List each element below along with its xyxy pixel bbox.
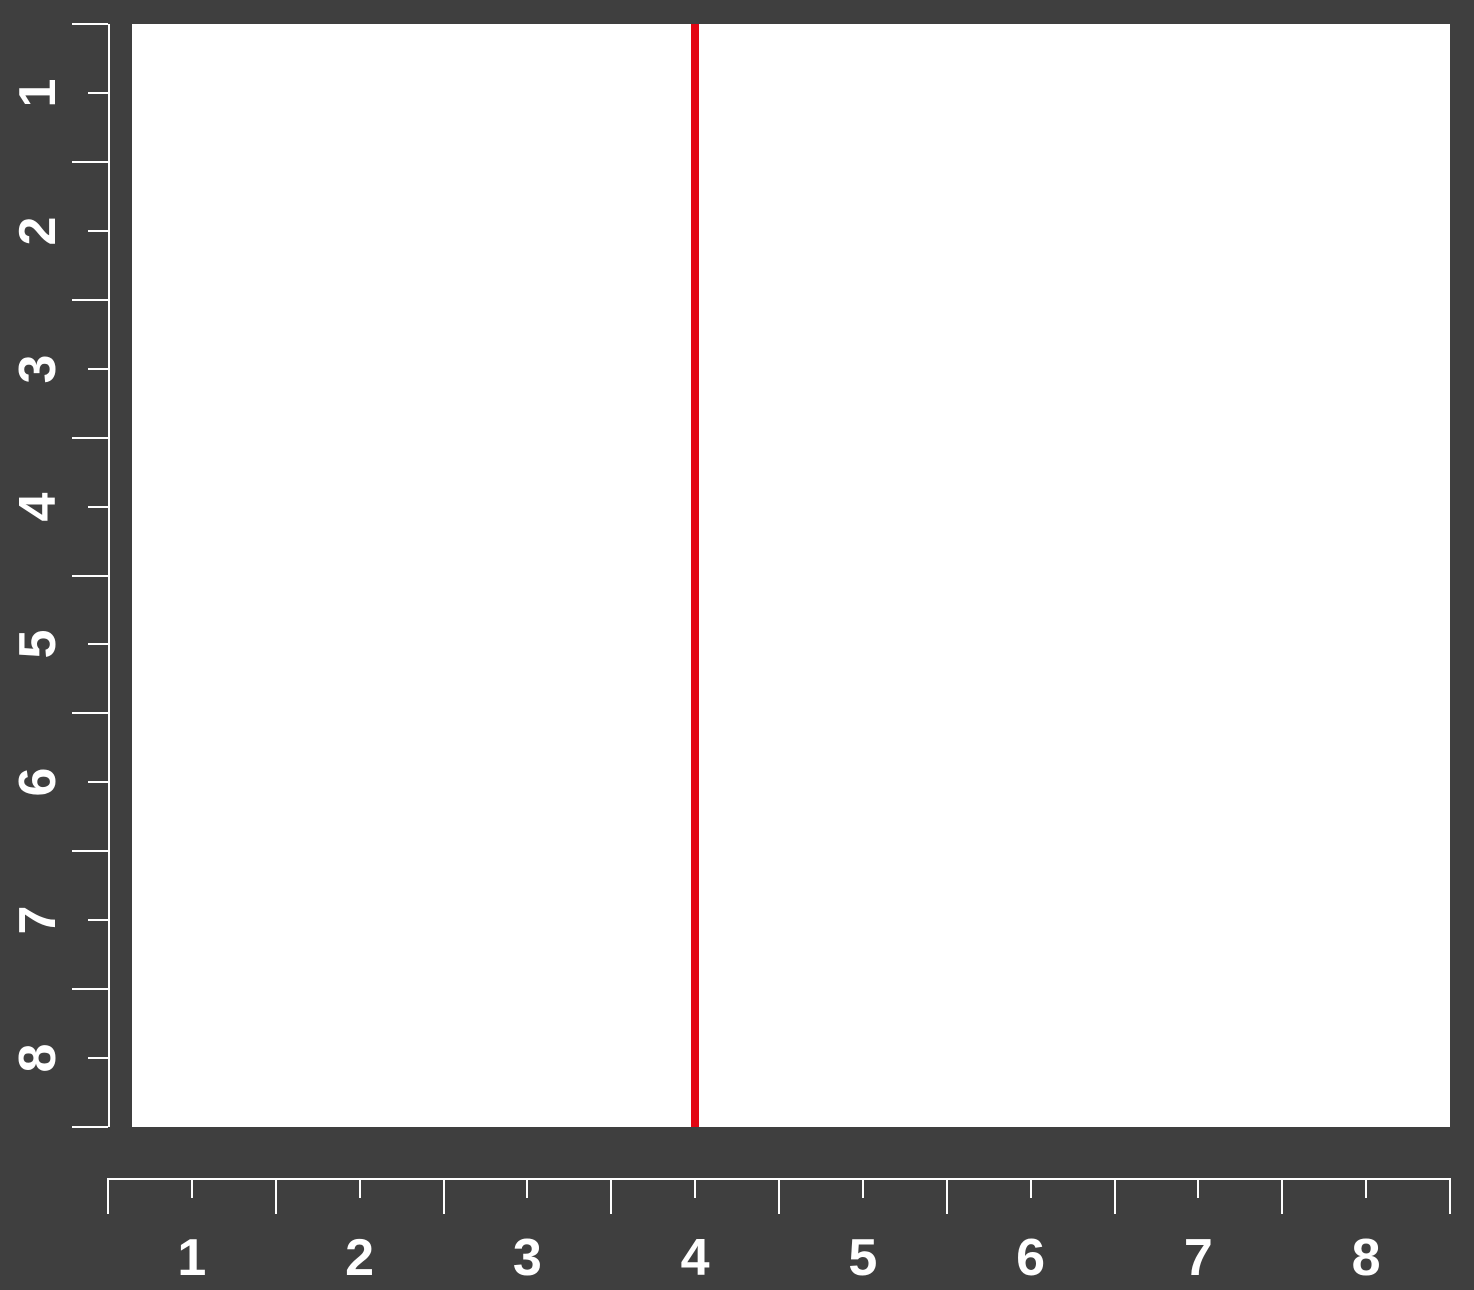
bottom-ruler-main-tick [778,1178,780,1214]
left-ruler-main-tick [72,850,108,852]
bottom-ruler-sub-tick [1365,1178,1367,1198]
left-ruler-main-tick [72,299,108,301]
left-ruler-baseline [108,24,110,1127]
bottom-ruler-sub-tick [862,1178,864,1198]
bottom-ruler-label: 6 [991,1232,1071,1284]
left-ruler-label: 1 [12,63,64,123]
bottom-ruler-sub-tick [191,1178,193,1198]
bottom-ruler-label: 2 [320,1232,400,1284]
bottom-ruler-sub-tick [1197,1178,1199,1198]
left-ruler-sub-tick [88,230,108,232]
left-ruler-label: 7 [12,890,64,950]
bottom-ruler-label: 4 [655,1232,735,1284]
bottom-ruler-main-tick [946,1178,948,1214]
left-ruler-main-tick [72,437,108,439]
bottom-ruler-label: 7 [1158,1232,1238,1284]
left-ruler-main-tick [72,1126,108,1128]
bottom-ruler-label: 3 [487,1232,567,1284]
bottom-ruler-main-tick [610,1178,612,1214]
left-ruler-main-tick [72,161,108,163]
left-ruler-main-tick [72,23,108,25]
left-ruler-label: 6 [12,752,64,812]
left-ruler-label: 4 [12,477,64,537]
left-ruler-main-tick [72,712,108,714]
left-ruler-main-tick [72,988,108,990]
ruler-stage: 1 2 3 4 5 6 7 8 1 2 3 4 5 6 7 8 [0,0,1474,1290]
bottom-ruler-main-tick [1449,1178,1451,1214]
left-ruler-sub-tick [88,368,108,370]
left-ruler-label: 3 [12,339,64,399]
left-ruler-main-tick [72,575,108,577]
position-marker[interactable] [691,24,699,1127]
bottom-ruler-label: 5 [823,1232,903,1284]
drawing-canvas [132,24,1450,1127]
bottom-ruler-label: 8 [1326,1232,1406,1284]
bottom-ruler-main-tick [107,1178,109,1214]
bottom-ruler-label: 1 [152,1232,232,1284]
left-ruler-sub-tick [88,92,108,94]
left-ruler-sub-tick [88,643,108,645]
left-ruler-label: 2 [12,201,64,261]
bottom-ruler-main-tick [1281,1178,1283,1214]
bottom-ruler-sub-tick [526,1178,528,1198]
left-ruler-sub-tick [88,919,108,921]
left-ruler-sub-tick [88,506,108,508]
bottom-ruler-sub-tick [1030,1178,1032,1198]
bottom-ruler-main-tick [443,1178,445,1214]
left-ruler-sub-tick [88,781,108,783]
left-ruler-sub-tick [88,1057,108,1059]
bottom-ruler-sub-tick [694,1178,696,1198]
left-ruler-label: 5 [12,614,64,674]
bottom-ruler-main-tick [1114,1178,1116,1214]
bottom-ruler-main-tick [275,1178,277,1214]
left-ruler-label: 8 [12,1028,64,1088]
bottom-ruler-sub-tick [359,1178,361,1198]
